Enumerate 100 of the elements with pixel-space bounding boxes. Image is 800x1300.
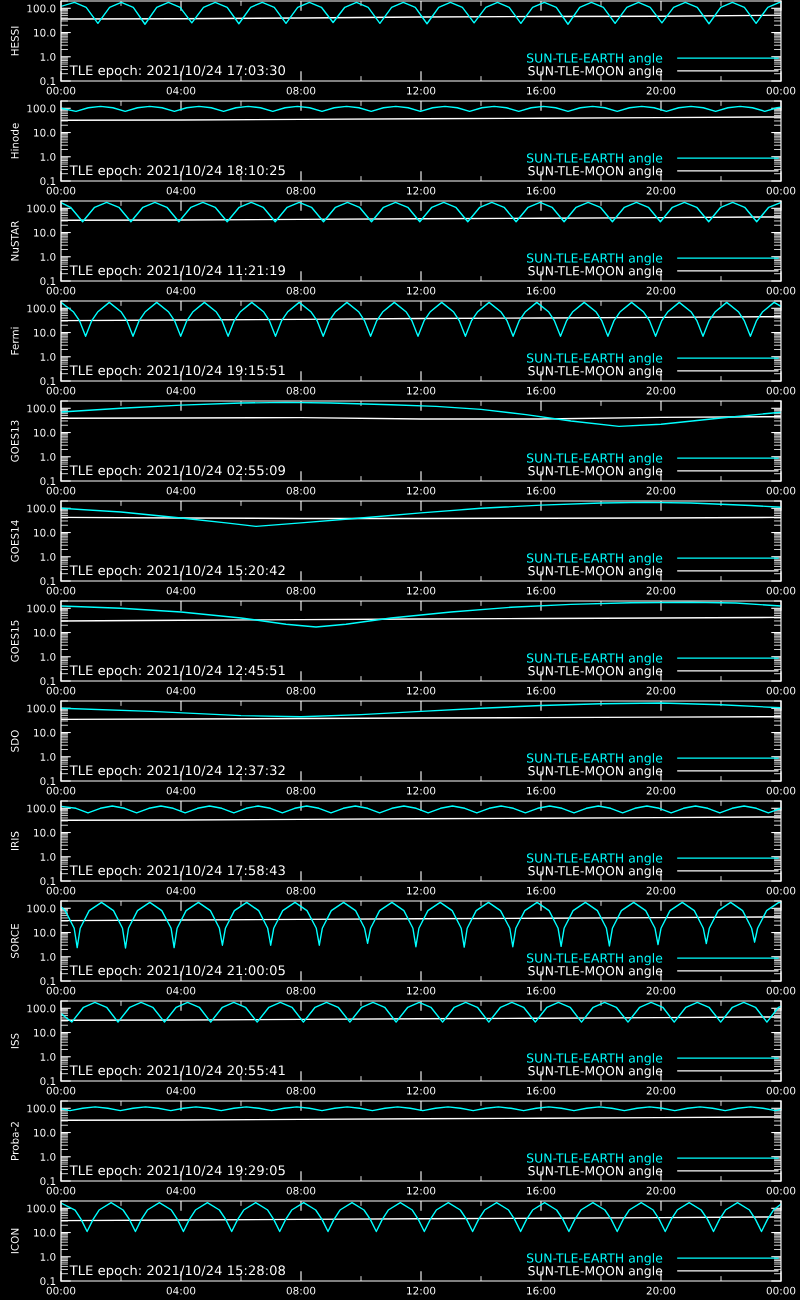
x-tick-label: 08:00: [286, 886, 316, 895]
x-tick-label: 16:00: [527, 1186, 556, 1195]
y-tick-label: 1.0: [40, 652, 56, 661]
y-tick-label: 1.0: [40, 452, 56, 461]
y-tick-label: 0.1: [40, 377, 56, 386]
x-tick-label: 08:00: [286, 1186, 316, 1195]
text: SUN-TLE-MOON angle: [528, 665, 663, 678]
text: SUN-TLE-MOON angle: [528, 765, 663, 778]
y-tick-label: 1.0: [40, 252, 56, 261]
y-tick-label: 0.1: [40, 1077, 56, 1086]
text: SUN-TLE-MOON angle: [528, 1265, 663, 1278]
x-tick-label: 08:00: [286, 586, 316, 595]
x-tick-label: 00:00: [46, 786, 76, 795]
y-tick-label: 1.0: [40, 152, 56, 161]
x-tick-label: 12:00: [407, 286, 436, 295]
x-tick-label: 16:00: [527, 1086, 556, 1095]
y-tick-label: 1.0: [40, 552, 56, 561]
annotation: TLE epoch: 2021/10/24 19:15:51: [69, 365, 285, 378]
text: SUN-TLE-EARTH angle: [526, 1053, 663, 1066]
x-tick-label: 08:00: [286, 86, 316, 95]
annotation: TLE epoch: 2021/10/24 02:55:09: [69, 465, 285, 478]
series-label: SUN-TLE-EARTH angle: [526, 353, 663, 366]
x-tick-label: 20:00: [646, 486, 676, 495]
y-tick-label: 100.0: [27, 704, 56, 713]
y-axis-title: SDO: [10, 730, 19, 752]
x-tick-label: 04:00: [166, 1286, 196, 1295]
annotation: TLE epoch: 2021/10/24 18:10:25: [69, 165, 285, 178]
y-tick-label: 0.1: [40, 777, 56, 786]
y-tick-label: 1.0: [40, 1252, 56, 1261]
y-tick-label: 10.0: [34, 528, 56, 537]
x-tick-label: 00:00: [766, 786, 796, 795]
text: SUN-TLE-MOON angle: [528, 865, 663, 878]
x-tick-label: 16:00: [527, 286, 556, 295]
x-tick-label: 04:00: [166, 586, 196, 595]
y-axis-title: NuSTAR: [10, 220, 19, 261]
y-tick-label: 10.0: [34, 28, 56, 37]
x-tick-label: 12:00: [407, 1186, 436, 1195]
x-tick-label: 04:00: [166, 486, 196, 495]
text: SUN-TLE-EARTH angle: [526, 53, 663, 66]
x-tick-label: 16:00: [527, 486, 556, 495]
y-tick-label: 10.0: [34, 928, 56, 937]
x-tick-label: 00:00: [766, 1186, 796, 1195]
text: SUN-TLE-EARTH angle: [526, 253, 663, 266]
x-tick-label: 16:00: [527, 186, 556, 195]
y-tick-label: 100.0: [27, 1004, 56, 1013]
annotation: TLE epoch: 2021/10/24 17:03:30: [69, 65, 286, 78]
x-tick-label: 16:00: [527, 586, 556, 595]
x-tick-label: 08:00: [286, 1286, 316, 1295]
text: SUN-TLE-MOON angle: [528, 165, 663, 178]
text: SUN-TLE-MOON angle: [528, 1065, 663, 1078]
y-tick-label: 100.0: [27, 104, 56, 113]
x-tick-label: 00:00: [46, 286, 76, 295]
y-tick-label: 0.1: [40, 277, 56, 286]
x-tick-label: 00:00: [46, 386, 76, 395]
annotation: TLE epoch: 2021/10/24 19:29:05: [69, 1165, 285, 1178]
x-tick-label: 00:00: [46, 686, 76, 695]
text: SUN-TLE-EARTH angle: [526, 153, 663, 166]
x-tick-label: 04:00: [166, 286, 196, 295]
y-tick-label: 0.1: [40, 477, 56, 486]
x-tick-label: 20:00: [646, 1186, 676, 1195]
y-axis-title: Fermi: [10, 327, 19, 355]
y-axis-title: Hinode: [10, 123, 19, 159]
x-tick-label: 20:00: [646, 286, 676, 295]
x-tick-label: 12:00: [407, 1286, 436, 1295]
x-tick-label: 08:00: [286, 986, 316, 995]
text: SUN-TLE-MOON angle: [528, 565, 663, 578]
y-tick-label: 0.1: [40, 177, 56, 186]
y-axis-title: GOES14: [10, 520, 19, 562]
x-tick-label: 16:00: [527, 386, 556, 395]
y-tick-label: 100.0: [27, 1204, 56, 1213]
x-tick-label: 04:00: [166, 1086, 196, 1095]
text: SUN-TLE-EARTH angle: [526, 553, 663, 566]
text: SUN-TLE-MOON angle: [528, 465, 663, 478]
x-tick-label: 12:00: [407, 886, 436, 895]
line-series: [61, 805, 781, 814]
x-tick-label: 04:00: [166, 886, 196, 895]
x-tick-label: 20:00: [646, 386, 676, 395]
y-axis-title: GOES13: [10, 420, 19, 462]
y-tick-label: 10.0: [34, 628, 56, 637]
y-tick-label: 100.0: [27, 804, 56, 813]
x-tick-label: 00:00: [46, 886, 76, 895]
x-tick-label: 04:00: [166, 186, 196, 195]
x-tick-label: 20:00: [646, 786, 676, 795]
x-tick-label: 20:00: [646, 1286, 676, 1295]
x-tick-label: 04:00: [166, 86, 196, 95]
x-tick-label: 00:00: [766, 886, 796, 895]
x-tick-label: 20:00: [646, 86, 676, 95]
x-tick-label: 12:00: [407, 186, 436, 195]
x-tick-label: 00:00: [766, 486, 796, 495]
x-tick-label: 12:00: [407, 486, 436, 495]
y-tick-label: 10.0: [34, 1128, 56, 1137]
x-tick-label: 12:00: [407, 586, 436, 595]
text: SUN-TLE-EARTH angle: [526, 853, 663, 866]
annotation: TLE epoch: 2021/10/24 20:55:41: [69, 1065, 285, 1078]
y-tick-label: 100.0: [27, 504, 56, 513]
series-label: SUN-TLE-EARTH angle: [526, 1253, 663, 1266]
x-tick-label: 04:00: [166, 686, 196, 695]
y-tick-label: 100.0: [27, 4, 56, 13]
text: SUN-TLE-MOON angle: [528, 65, 663, 78]
x-tick-label: 12:00: [407, 86, 436, 95]
